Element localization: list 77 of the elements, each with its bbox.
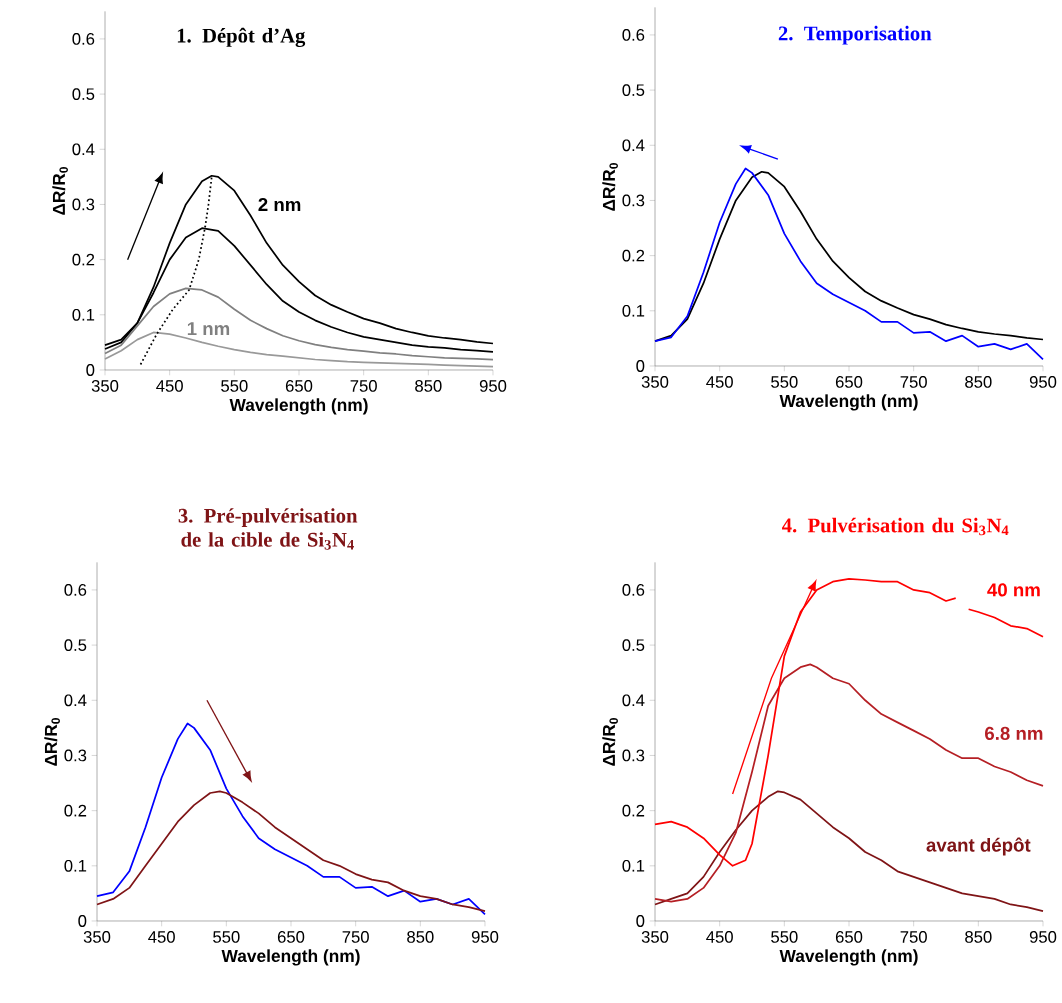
x-axis-title: Wavelength (nm) xyxy=(229,398,368,415)
line-series xyxy=(654,663,1044,903)
x-axis-title: Wavelength (nm) xyxy=(779,394,918,411)
y-tick-label: 0.5 xyxy=(622,84,645,97)
x-tick-label: 950 xyxy=(479,380,507,392)
y-tick-label: 0.4 xyxy=(64,694,87,707)
y-tick-label: 0.3 xyxy=(72,198,95,211)
y-tick-label: 0.5 xyxy=(64,639,87,652)
x-tick-label: 950 xyxy=(1029,931,1057,943)
y-tick-label: 0.1 xyxy=(72,308,95,321)
y-tick-label: 0.4 xyxy=(622,694,645,707)
y-tick-label: 0.6 xyxy=(622,29,645,41)
x-tick-label: 850 xyxy=(415,380,442,392)
chart-title: 3. Pré-pulvérisation de la cible de Si$_{3}$N$_{4}$ xyxy=(178,508,358,550)
y-axis-title: ΔR/R$_{0}$ xyxy=(602,717,618,766)
line-series xyxy=(96,722,486,916)
y-axis-title: ΔR/R$_{0}$ xyxy=(602,162,618,211)
chart-title: 4. Pulvérisation du Si$_{3}$N$_{4}$ xyxy=(782,517,1009,536)
y-tick-label: 0.4 xyxy=(72,143,95,156)
x-tick-label: 550 xyxy=(771,931,798,943)
x-tick-label: 650 xyxy=(285,380,313,392)
x-tick-label: 450 xyxy=(706,931,733,943)
y-tick-label: 0 xyxy=(78,915,87,927)
y-tick-label: 0.3 xyxy=(622,749,645,762)
x-tick-label: 350 xyxy=(83,931,111,943)
x-tick-label: 450 xyxy=(156,380,183,392)
y-tick-label: 0 xyxy=(636,915,645,927)
x-tick-label: 450 xyxy=(148,931,175,943)
y-tick-label: 0.3 xyxy=(64,749,87,762)
x-tick-label: 650 xyxy=(835,376,863,388)
x-tick-label: 750 xyxy=(900,376,927,388)
y-axis-title: ΔR/R$_{0}$ xyxy=(44,717,60,766)
y-tick-label: 0.2 xyxy=(72,253,95,266)
x-tick-label: 550 xyxy=(221,380,248,392)
text: 1. Dépôt d’Ag xyxy=(177,27,306,47)
y-tick-label: 0 xyxy=(636,360,645,372)
y-tick-label: 0 xyxy=(86,364,95,376)
x-axis-title: Wavelength (nm) xyxy=(221,949,360,966)
x-tick-label: 650 xyxy=(835,931,863,943)
x-tick-label: 850 xyxy=(965,931,992,943)
y-tick-label: 0.2 xyxy=(622,249,645,262)
y-tick-label: 0.1 xyxy=(622,304,645,317)
y-axis-title: ΔR/R$_{0}$ xyxy=(52,166,68,215)
y-tick-label: 0.5 xyxy=(72,88,95,100)
y-tick-label: 0.6 xyxy=(622,584,645,596)
x-tick-label: 650 xyxy=(277,931,305,943)
y-tick-label: 0.5 xyxy=(622,639,645,652)
line-series xyxy=(654,790,1044,912)
y-tick-label: 0.4 xyxy=(622,139,645,152)
x-tick-label: 450 xyxy=(706,376,733,388)
series-label: avant dépôt xyxy=(926,837,1031,856)
x-tick-label: 550 xyxy=(771,376,798,388)
x-tick-label: 350 xyxy=(641,376,669,388)
y-tick-label: 0.2 xyxy=(622,804,645,817)
x-tick-label: 350 xyxy=(91,380,119,392)
x-tick-label: 950 xyxy=(471,931,499,943)
x-tick-label: 950 xyxy=(1029,376,1057,388)
y-tick-label: 0.3 xyxy=(622,194,645,207)
line-series xyxy=(104,287,494,361)
x-tick-label: 750 xyxy=(900,931,927,943)
y-tick-label: 0.1 xyxy=(64,859,87,872)
series-label: 2 nm xyxy=(258,197,301,211)
y-tick-label: 0.2 xyxy=(64,804,87,817)
x-tick-label: 750 xyxy=(342,931,369,943)
x-tick-label: 550 xyxy=(213,931,240,943)
x-axis-title: Wavelength (nm) xyxy=(779,949,918,966)
x-tick-label: 850 xyxy=(407,931,434,943)
y-tick-label: 0.1 xyxy=(622,859,645,872)
x-tick-label: 350 xyxy=(641,931,669,943)
series-label: 40 nm xyxy=(987,583,1040,597)
y-tick-label: 0.6 xyxy=(72,33,95,45)
x-tick-label: 850 xyxy=(965,376,992,388)
text: 2. Temporisation xyxy=(778,25,932,45)
x-tick-label: 750 xyxy=(350,380,377,392)
series-label: 1 nm xyxy=(187,322,230,336)
y-tick-label: 0.6 xyxy=(64,584,87,596)
series-label: 6.8 nm xyxy=(985,726,1043,741)
